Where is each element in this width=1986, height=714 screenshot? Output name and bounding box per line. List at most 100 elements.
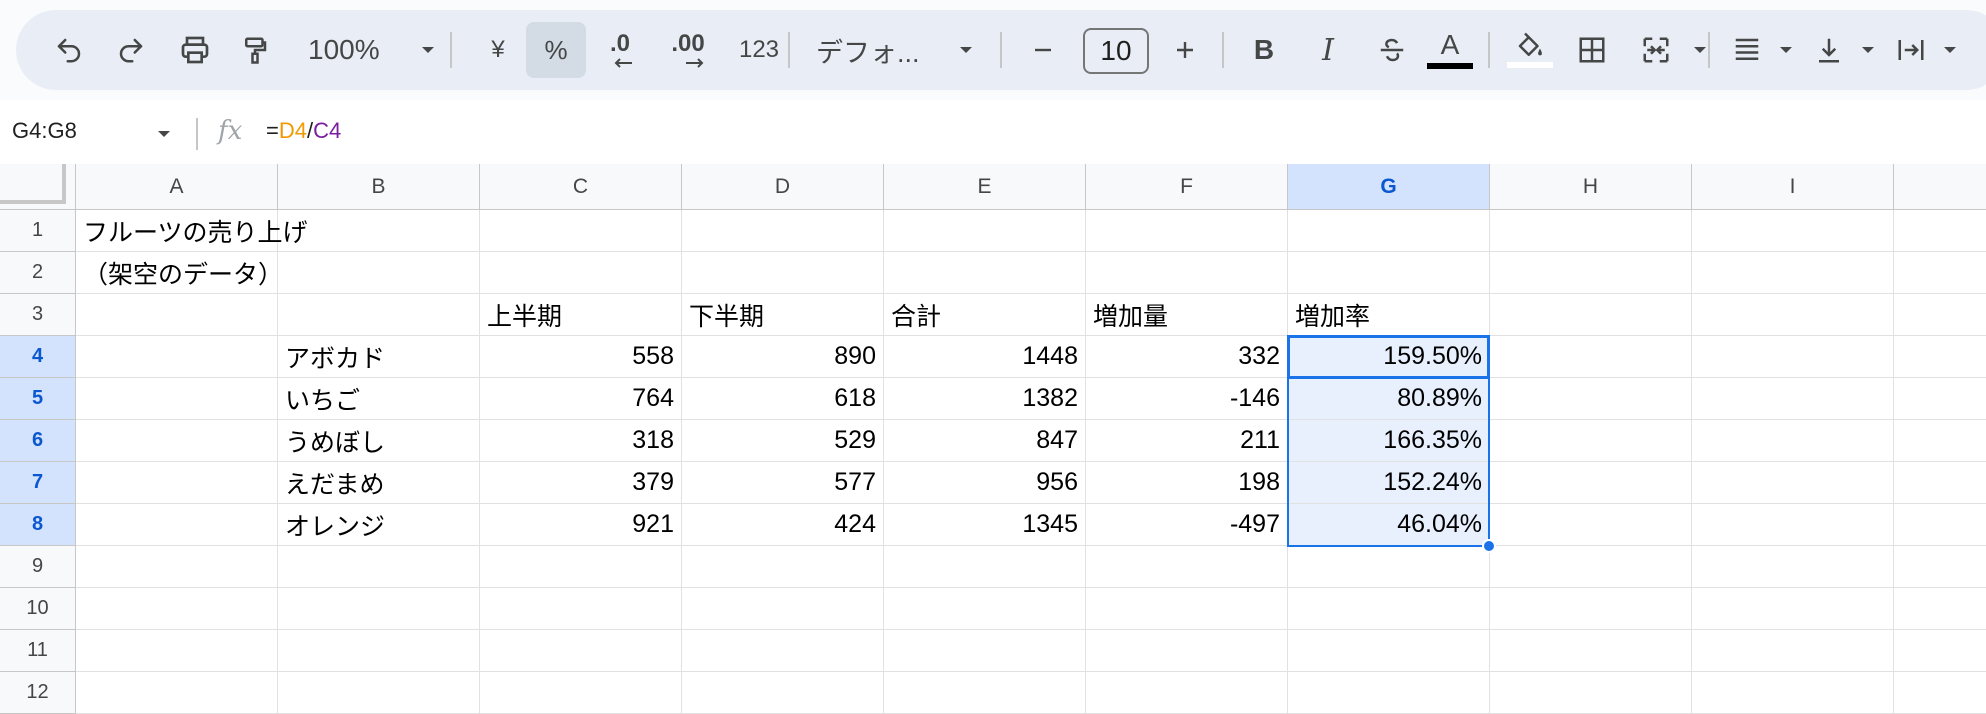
percent-format-button[interactable]: % [526, 22, 586, 78]
cell-a1[interactable]: フルーツの売り上げ [76, 210, 308, 252]
grid-cell[interactable] [884, 672, 1086, 714]
grid-cell[interactable] [1490, 462, 1692, 504]
cell-g8[interactable]: 46.04% [1288, 504, 1490, 546]
column-header-f[interactable]: F [1086, 164, 1288, 210]
grid-cell[interactable] [682, 210, 884, 252]
cell-e8[interactable]: 1345 [884, 504, 1086, 546]
cell-f5[interactable]: -146 [1086, 378, 1288, 420]
font-select[interactable]: デフォ... [802, 22, 992, 78]
grid-cell[interactable] [1490, 546, 1692, 588]
cell-c5[interactable]: 764 [480, 378, 682, 420]
grid-cell[interactable] [480, 588, 682, 630]
cell-d3[interactable]: 下半期 [682, 294, 884, 336]
grid-cell[interactable] [1490, 420, 1692, 462]
grid-cell[interactable] [1894, 546, 1986, 588]
grid-cell[interactable] [76, 420, 278, 462]
row-header-8[interactable]: 8 [0, 504, 76, 546]
grid-cell[interactable] [1692, 378, 1894, 420]
grid-cell[interactable] [480, 672, 682, 714]
column-header-h[interactable]: H [1490, 164, 1692, 210]
grid-cell[interactable] [1288, 546, 1490, 588]
grid-cell[interactable] [278, 672, 480, 714]
row-header-3[interactable]: 3 [0, 294, 76, 336]
grid-cell[interactable] [1692, 252, 1894, 294]
grid-cell[interactable] [480, 630, 682, 672]
grid-cell[interactable] [1288, 252, 1490, 294]
row-header-7[interactable]: 7 [0, 462, 76, 504]
grid-cell[interactable] [1894, 588, 1986, 630]
grid-cell[interactable] [76, 588, 278, 630]
currency-format-button[interactable]: ¥ [470, 22, 526, 78]
cell-g4[interactable]: 159.50% [1288, 336, 1490, 378]
cell-f6[interactable]: 211 [1086, 420, 1288, 462]
font-size-input[interactable]: 10 [1083, 28, 1149, 74]
column-header-a[interactable]: A [76, 164, 278, 210]
cell-b7[interactable]: えだまめ [278, 462, 480, 504]
column-header-c[interactable]: C [480, 164, 682, 210]
grid-cell[interactable] [278, 252, 480, 294]
cell-e6[interactable]: 847 [884, 420, 1086, 462]
grid-cell[interactable] [1894, 672, 1986, 714]
grid-cell[interactable] [884, 546, 1086, 588]
grid-cell[interactable] [1086, 252, 1288, 294]
cell-g6[interactable]: 166.35% [1288, 420, 1490, 462]
grid-cell[interactable] [1086, 588, 1288, 630]
grid-cell[interactable] [1490, 378, 1692, 420]
grid-cell[interactable] [480, 252, 682, 294]
grid-cell[interactable] [1086, 630, 1288, 672]
grid-cell[interactable] [1288, 210, 1490, 252]
cell-c3[interactable]: 上半期 [480, 294, 682, 336]
decrease-decimal-button[interactable]: .0 [592, 22, 648, 78]
grid-cell[interactable] [884, 630, 1086, 672]
row-header-2[interactable]: 2 [0, 252, 76, 294]
cell-b6[interactable]: うめぼし [278, 420, 480, 462]
chevron-down-icon[interactable] [156, 128, 172, 140]
grid-cell[interactable] [480, 210, 682, 252]
row-header-12[interactable]: 12 [0, 672, 76, 714]
grid-cell[interactable] [1490, 588, 1692, 630]
grid-cell[interactable] [1490, 672, 1692, 714]
grid-cell[interactable] [1692, 294, 1894, 336]
cell-g3[interactable]: 増加率 [1288, 294, 1490, 336]
grid-cell[interactable] [1692, 462, 1894, 504]
grid-cell[interactable] [1692, 630, 1894, 672]
bold-button[interactable]: B [1236, 22, 1292, 78]
grid-cell[interactable] [278, 546, 480, 588]
cell-g7[interactable]: 152.24% [1288, 462, 1490, 504]
grid-cell[interactable] [1086, 546, 1288, 588]
row-header-1[interactable]: 1 [0, 210, 76, 252]
strikethrough-button[interactable] [1364, 22, 1420, 78]
grid-cell[interactable] [1894, 504, 1986, 546]
grid-cell[interactable] [884, 588, 1086, 630]
grid-cell[interactable] [76, 462, 278, 504]
grid-cell[interactable] [76, 504, 278, 546]
text-wrapping-button[interactable] [1888, 22, 1970, 78]
grid-cell[interactable] [76, 672, 278, 714]
cell-d6[interactable]: 529 [682, 420, 884, 462]
grid-cell[interactable] [1692, 546, 1894, 588]
grid-cell[interactable] [682, 672, 884, 714]
grid-cell[interactable] [682, 630, 884, 672]
column-header-d[interactable]: D [682, 164, 884, 210]
italic-button[interactable]: I [1300, 22, 1356, 78]
fill-color-button[interactable] [1502, 22, 1558, 78]
cell-b4[interactable]: アボカド [278, 336, 480, 378]
grid-cell[interactable] [1490, 630, 1692, 672]
cell-e4[interactable]: 1448 [884, 336, 1086, 378]
grid-cell[interactable] [1086, 210, 1288, 252]
column-header-i[interactable]: I [1692, 164, 1894, 210]
column-header-b[interactable]: B [278, 164, 480, 210]
merge-cells-button[interactable] [1628, 22, 1718, 78]
grid-cell[interactable] [1894, 630, 1986, 672]
print-button[interactable] [168, 22, 222, 78]
cell-d5[interactable]: 618 [682, 378, 884, 420]
cell-a2[interactable]: （架空のデータ） [76, 252, 283, 294]
grid-cell[interactable] [1490, 504, 1692, 546]
grid-cell[interactable] [1288, 672, 1490, 714]
grid-cell[interactable] [278, 630, 480, 672]
grid-cell[interactable] [1288, 630, 1490, 672]
grid-cell[interactable] [76, 378, 278, 420]
grid-cell[interactable] [884, 210, 1086, 252]
grid-cell[interactable] [682, 588, 884, 630]
row-header-9[interactable]: 9 [0, 546, 76, 588]
